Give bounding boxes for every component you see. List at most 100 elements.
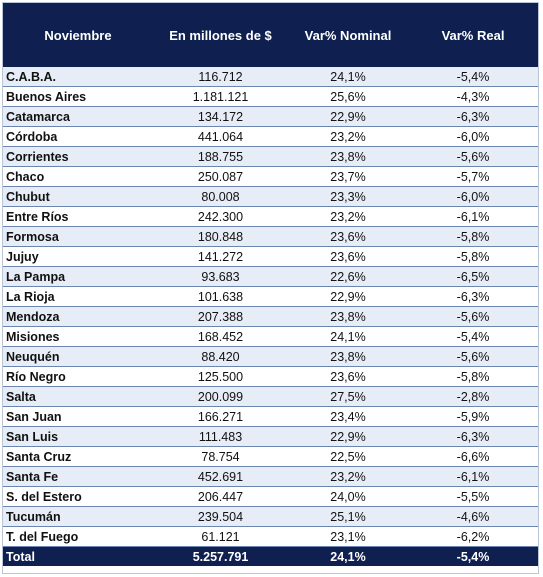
var-nominal-cell: 23,2% — [288, 126, 408, 147]
amount-cell: 93.683 — [153, 266, 288, 287]
province-name: Río Negro — [3, 366, 153, 387]
amount-cell: 180.848 — [153, 226, 288, 247]
total-var-real: -5,4% — [408, 546, 538, 566]
var-real-cell: -2,8% — [408, 386, 538, 407]
var-nominal-cell: 23,6% — [288, 366, 408, 387]
var-real-cell: -5,4% — [408, 67, 538, 87]
province-name: Misiones — [3, 326, 153, 347]
var-real-cell: -4,6% — [408, 506, 538, 527]
var-real-cell: -6,6% — [408, 446, 538, 467]
province-name: T. del Fuego — [3, 526, 153, 547]
var-real-cell: -5,9% — [408, 406, 538, 427]
province-name: Neuquén — [3, 346, 153, 367]
var-nominal-cell: 22,6% — [288, 266, 408, 287]
table-row: Jujuy 141.272 23,6% -5,8% — [3, 246, 538, 267]
amount-cell: 166.271 — [153, 406, 288, 427]
province-name: Catamarca — [3, 106, 153, 127]
var-nominal-cell: 23,2% — [288, 206, 408, 227]
var-real-cell: -5,8% — [408, 226, 538, 247]
province-name: S. del Estero — [3, 486, 153, 507]
table-body: C.A.B.A. 116.712 24,1% -5,4% Buenos Aires 1.1… — [3, 67, 538, 547]
amount-cell: 116.712 — [153, 67, 288, 87]
var-nominal-cell: 22,9% — [288, 106, 408, 127]
amount-cell: 101.638 — [153, 286, 288, 307]
table-row: Chubut 80.008 23,3% -6,0% — [3, 186, 538, 207]
var-nominal-cell: 24,1% — [288, 326, 408, 347]
var-nominal-cell: 22,9% — [288, 426, 408, 447]
amount-cell: 141.272 — [153, 246, 288, 267]
var-real-cell: -5,8% — [408, 366, 538, 387]
var-real-cell: -6,5% — [408, 266, 538, 287]
var-nominal-cell: 23,8% — [288, 306, 408, 327]
amount-cell: 1.181.121 — [153, 86, 288, 107]
header-amount: En millones de $ — [153, 3, 288, 67]
amount-cell: 239.504 — [153, 506, 288, 527]
province-name: Buenos Aires — [3, 86, 153, 107]
amount-cell: 61.121 — [153, 526, 288, 547]
total-label: Total — [3, 546, 153, 566]
total-amount: 5.257.791 — [153, 546, 288, 566]
province-name: La Rioja — [3, 286, 153, 307]
var-nominal-cell: 23,7% — [288, 166, 408, 187]
var-nominal-cell: 25,6% — [288, 86, 408, 107]
header-var-nominal: Var% Nominal — [288, 3, 408, 67]
province-name: Tucumán — [3, 506, 153, 527]
table-row: Río Negro 125.500 23,6% -5,8% — [3, 366, 538, 387]
amount-cell: 125.500 — [153, 366, 288, 387]
var-nominal-cell: 22,9% — [288, 286, 408, 307]
provinces-table: Noviembre En millones de $ Var% Nominal … — [3, 3, 538, 566]
province-name: Córdoba — [3, 126, 153, 147]
amount-cell: 452.691 — [153, 466, 288, 487]
var-nominal-cell: 23,6% — [288, 246, 408, 267]
var-nominal-cell: 25,1% — [288, 506, 408, 527]
table-row: Santa Fe 452.691 23,2% -6,1% — [3, 466, 538, 487]
var-nominal-cell: 23,6% — [288, 226, 408, 247]
total-row: Total 5.257.791 24,1% -5,4% — [3, 546, 538, 566]
table-row: Chaco 250.087 23,7% -5,7% — [3, 166, 538, 187]
table-row: Neuquén 88.420 23,8% -5,6% — [3, 346, 538, 367]
province-name: Salta — [3, 386, 153, 407]
var-nominal-cell: 23,4% — [288, 406, 408, 427]
total-var-nominal: 24,1% — [288, 546, 408, 566]
var-nominal-cell: 27,5% — [288, 386, 408, 407]
amount-cell: 80.008 — [153, 186, 288, 207]
var-real-cell: -5,8% — [408, 246, 538, 267]
table-row: Corrientes 188.755 23,8% -5,6% — [3, 146, 538, 167]
header-month: Noviembre — [3, 3, 153, 67]
table-row: Salta 200.099 27,5% -2,8% — [3, 386, 538, 407]
amount-cell: 88.420 — [153, 346, 288, 367]
var-nominal-cell: 24,1% — [288, 67, 408, 87]
table-row: Córdoba 441.064 23,2% -6,0% — [3, 126, 538, 147]
var-nominal-cell: 23,8% — [288, 146, 408, 167]
amount-cell: 168.452 — [153, 326, 288, 347]
amount-cell: 188.755 — [153, 146, 288, 167]
amount-cell: 111.483 — [153, 426, 288, 447]
province-name: Formosa — [3, 226, 153, 247]
var-nominal-cell: 23,8% — [288, 346, 408, 367]
table-row: Catamarca 134.172 22,9% -6,3% — [3, 106, 538, 127]
var-real-cell: -6,0% — [408, 186, 538, 207]
header-row: Noviembre En millones de $ Var% Nominal … — [3, 3, 538, 67]
province-name: Entre Ríos — [3, 206, 153, 227]
province-name: Chubut — [3, 186, 153, 207]
var-nominal-cell: 24,0% — [288, 486, 408, 507]
var-real-cell: -6,3% — [408, 426, 538, 447]
table-row: San Juan 166.271 23,4% -5,9% — [3, 406, 538, 427]
province-name: Chaco — [3, 166, 153, 187]
var-real-cell: -5,6% — [408, 306, 538, 327]
province-name: Santa Fe — [3, 466, 153, 487]
amount-cell: 206.447 — [153, 486, 288, 507]
amount-cell: 242.300 — [153, 206, 288, 227]
table-row: San Luis 111.483 22,9% -6,3% — [3, 426, 538, 447]
var-real-cell: -4,3% — [408, 86, 538, 107]
var-real-cell: -5,4% — [408, 326, 538, 347]
table-row: T. del Fuego 61.121 23,1% -6,2% — [3, 526, 538, 547]
table-row: Entre Ríos 242.300 23,2% -6,1% — [3, 206, 538, 227]
var-real-cell: -6,1% — [408, 206, 538, 227]
var-real-cell: -5,6% — [408, 146, 538, 167]
province-name: San Juan — [3, 406, 153, 427]
amount-cell: 441.064 — [153, 126, 288, 147]
amount-cell: 200.099 — [153, 386, 288, 407]
amount-cell: 207.388 — [153, 306, 288, 327]
table-row: Buenos Aires 1.181.121 25,6% -4,3% — [3, 86, 538, 107]
